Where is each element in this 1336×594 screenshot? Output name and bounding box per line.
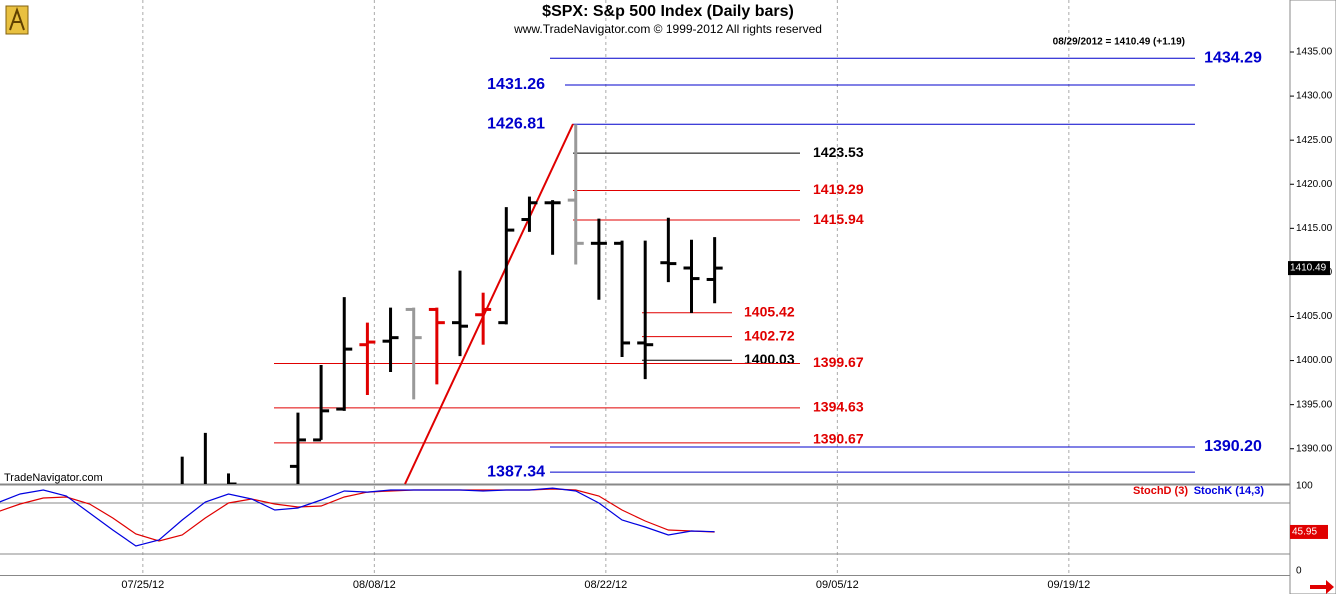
y-tick-label: 0	[1296, 566, 1302, 577]
x-tick-label: 07/25/12	[121, 579, 164, 591]
level-label: 1423.53	[813, 144, 864, 160]
y-tick-label: 1415.00	[1296, 223, 1333, 234]
price-axis-panel	[1289, 0, 1336, 594]
x-tick-label: 09/19/12	[1047, 579, 1090, 591]
level-label: 1400.03	[744, 351, 795, 367]
level-label: 1426.81	[487, 115, 545, 132]
x-tick-label: 08/22/12	[584, 579, 627, 591]
level-label: 1405.42	[744, 303, 795, 319]
y-tick-label: 1405.00	[1296, 311, 1333, 322]
logo-icon	[5, 5, 29, 35]
watermark: TradeNavigator.com	[4, 472, 103, 484]
bars	[180, 124, 723, 484]
y-tick-label: 1420.00	[1296, 179, 1333, 190]
level-label: 1390.67	[813, 431, 864, 447]
x-tick-label: 09/05/12	[816, 579, 859, 591]
stochastic: 0 100 StochD (3) StochK (14,3) 45.95	[0, 481, 1328, 577]
level-label: 1387.34	[487, 463, 545, 480]
stoch-line	[0, 487, 715, 547]
y-tick-label: 1430.00	[1296, 91, 1333, 102]
last-price-tag	[1288, 261, 1330, 276]
legend-entry: StochD (3)	[1133, 485, 1188, 497]
trend-line	[404, 123, 574, 485]
stoch-line	[0, 488, 715, 542]
chart-title: $SPX: S&p 500 Index (Daily bars)	[542, 3, 794, 20]
level-label: 1415.94	[813, 211, 864, 227]
last-price-label: 1410.49	[1290, 263, 1327, 274]
chart-subtitle: www.TradeNavigator.com © 1999-2012 All r…	[513, 22, 822, 36]
last-value-label: 45.95	[1292, 527, 1317, 538]
level-label: 1399.67	[813, 354, 864, 370]
y-tick-label: 1400.00	[1296, 355, 1333, 366]
x-tick-label: 08/08/12	[353, 579, 396, 591]
y-tick-label: 1425.00	[1296, 135, 1333, 146]
y-tick-label: 1395.00	[1296, 399, 1333, 410]
levels: 1434.29 1431.26 1426.81 1423.53 1419.29 1415.…	[274, 49, 1262, 480]
level-label: 1431.26	[487, 76, 545, 93]
level-label: 1402.72	[744, 327, 795, 343]
level-label: 1434.29	[1204, 49, 1262, 66]
level-label: 1419.29	[813, 181, 864, 197]
level-label: 1390.20	[1204, 438, 1262, 455]
y-tick-label: 1390.00	[1296, 443, 1333, 454]
logo-mark	[9, 6, 25, 31]
scroll-arrow[interactable]	[1310, 580, 1334, 594]
info-line: 08/29/2012 = 1410.49 (+1.19)	[1053, 37, 1185, 48]
y-tick-label: 100	[1296, 481, 1313, 492]
level-label: 1394.63	[813, 399, 864, 415]
legend-entry: StochK (14,3)	[1194, 485, 1265, 497]
y-tick-label: 1435.00	[1296, 47, 1333, 58]
last-value-tag	[1290, 524, 1328, 539]
